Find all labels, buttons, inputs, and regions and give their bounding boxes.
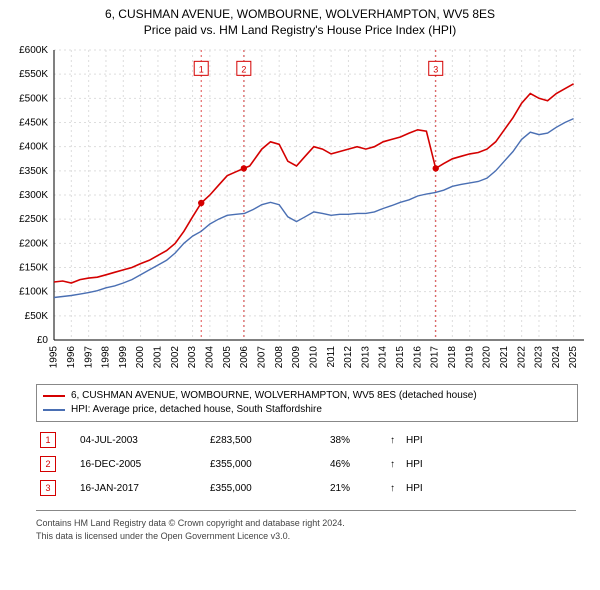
svg-text:2018: 2018 xyxy=(447,346,458,369)
svg-text:1999: 1999 xyxy=(118,346,129,369)
svg-text:2003: 2003 xyxy=(187,346,198,369)
sale-date: 16-JAN-2017 xyxy=(80,483,210,494)
sale-arrow-icon: ↑ xyxy=(390,435,406,446)
sale-row: 3 16-JAN-2017£355,00021%↑HPI xyxy=(36,476,564,500)
sale-marker-box: 3 xyxy=(40,480,56,496)
page: 6, CUSHMAN AVENUE, WOMBOURNE, WOLVERHAMP… xyxy=(0,0,600,590)
sale-marker-2 xyxy=(241,165,247,171)
chart-svg: £0 £50K £100K £150K £200K £250K £300K £350K £400… xyxy=(10,44,590,374)
svg-text:1995: 1995 xyxy=(49,346,60,369)
footer-line-2: This data is licensed under the Open Gov… xyxy=(36,530,576,543)
svg-text:2007: 2007 xyxy=(256,346,267,369)
sale-price: £283,500 xyxy=(210,435,330,446)
legend-label: HPI: Average price, detached house, Sout… xyxy=(71,403,322,417)
svg-text:3: 3 xyxy=(433,64,438,74)
svg-text:2012: 2012 xyxy=(343,346,354,369)
legend-swatch xyxy=(43,409,65,411)
svg-text:2024: 2024 xyxy=(551,346,562,369)
svg-text:£200K: £200K xyxy=(19,238,48,249)
sale-hpi-label: HPI xyxy=(406,435,436,446)
svg-text:£400K: £400K xyxy=(19,142,48,153)
svg-text:2017: 2017 xyxy=(430,346,441,369)
price-chart: £0 £50K £100K £150K £200K £250K £300K £350K £400… xyxy=(10,44,590,374)
svg-text:2009: 2009 xyxy=(291,346,302,369)
svg-text:£150K: £150K xyxy=(19,263,48,274)
sale-row: 2 16-DEC-2005£355,00046%↑HPI xyxy=(36,452,564,476)
sale-hpi-label: HPI xyxy=(406,459,436,470)
title-line-2: Price paid vs. HM Land Registry's House … xyxy=(0,22,600,38)
svg-text:£100K: £100K xyxy=(19,287,48,298)
svg-text:2023: 2023 xyxy=(534,346,545,369)
title-line-1: 6, CUSHMAN AVENUE, WOMBOURNE, WOLVERHAMP… xyxy=(0,6,600,22)
sale-price: £355,000 xyxy=(210,483,330,494)
svg-text:2016: 2016 xyxy=(412,346,423,369)
legend-row: 6, CUSHMAN AVENUE, WOMBOURNE, WOLVERHAMP… xyxy=(43,389,571,403)
sale-arrow-icon: ↑ xyxy=(390,459,406,470)
svg-text:2013: 2013 xyxy=(360,346,371,369)
svg-text:£250K: £250K xyxy=(19,214,48,225)
svg-text:2010: 2010 xyxy=(308,346,319,369)
svg-text:2015: 2015 xyxy=(395,346,406,369)
sale-pct: 21% xyxy=(330,483,390,494)
sale-pct: 38% xyxy=(330,435,390,446)
svg-text:£350K: £350K xyxy=(19,166,48,177)
svg-text:£0: £0 xyxy=(37,335,49,346)
legend-label: 6, CUSHMAN AVENUE, WOMBOURNE, WOLVERHAMP… xyxy=(71,389,477,403)
svg-text:£300K: £300K xyxy=(19,190,48,201)
legend-swatch xyxy=(43,395,65,397)
legend-row: HPI: Average price, detached house, Sout… xyxy=(43,403,571,417)
sale-hpi-label: HPI xyxy=(406,483,436,494)
svg-text:2004: 2004 xyxy=(205,346,216,369)
svg-text:2008: 2008 xyxy=(274,346,285,369)
svg-text:£550K: £550K xyxy=(19,69,48,80)
series-property xyxy=(54,84,574,283)
chart-title: 6, CUSHMAN AVENUE, WOMBOURNE, WOLVERHAMP… xyxy=(0,0,600,38)
svg-text:2021: 2021 xyxy=(499,346,510,369)
svg-text:2000: 2000 xyxy=(135,346,146,369)
svg-text:£450K: £450K xyxy=(19,118,48,129)
svg-text:1998: 1998 xyxy=(101,346,112,369)
svg-text:2025: 2025 xyxy=(568,346,579,369)
sale-price: £355,000 xyxy=(210,459,330,470)
sale-date: 04-JUL-2003 xyxy=(80,435,210,446)
footer-line-1: Contains HM Land Registry data © Crown c… xyxy=(36,517,576,530)
svg-text:2020: 2020 xyxy=(482,346,493,369)
legend: 6, CUSHMAN AVENUE, WOMBOURNE, WOLVERHAMP… xyxy=(36,384,578,422)
svg-text:1997: 1997 xyxy=(83,346,94,369)
sale-date: 16-DEC-2005 xyxy=(80,459,210,470)
sale-pct: 46% xyxy=(330,459,390,470)
sales-table: 104-JUL-2003£283,50038%↑HPI216-DEC-2005£… xyxy=(36,428,564,500)
svg-text:2005: 2005 xyxy=(222,346,233,369)
svg-text:2006: 2006 xyxy=(239,346,250,369)
svg-text:2002: 2002 xyxy=(170,346,181,369)
svg-text:2022: 2022 xyxy=(516,346,527,369)
sale-row: 1 04-JUL-2003£283,50038%↑HPI xyxy=(36,428,564,452)
svg-text:1: 1 xyxy=(199,64,204,74)
svg-text:£500K: £500K xyxy=(19,93,48,104)
sale-marker-box: 2 xyxy=(40,456,56,472)
svg-text:2001: 2001 xyxy=(153,346,164,369)
sale-marker-1 xyxy=(198,200,204,206)
svg-text:2019: 2019 xyxy=(464,346,475,369)
footer: Contains HM Land Registry data © Crown c… xyxy=(36,510,576,543)
sale-arrow-icon: ↑ xyxy=(390,483,406,494)
svg-text:1996: 1996 xyxy=(66,346,77,369)
svg-text:£600K: £600K xyxy=(19,45,48,56)
svg-text:2011: 2011 xyxy=(326,346,337,368)
sale-marker-3 xyxy=(433,165,439,171)
svg-text:2014: 2014 xyxy=(378,346,389,369)
sale-marker-box: 1 xyxy=(40,432,56,448)
svg-text:£50K: £50K xyxy=(25,311,49,322)
svg-text:2: 2 xyxy=(241,64,246,74)
